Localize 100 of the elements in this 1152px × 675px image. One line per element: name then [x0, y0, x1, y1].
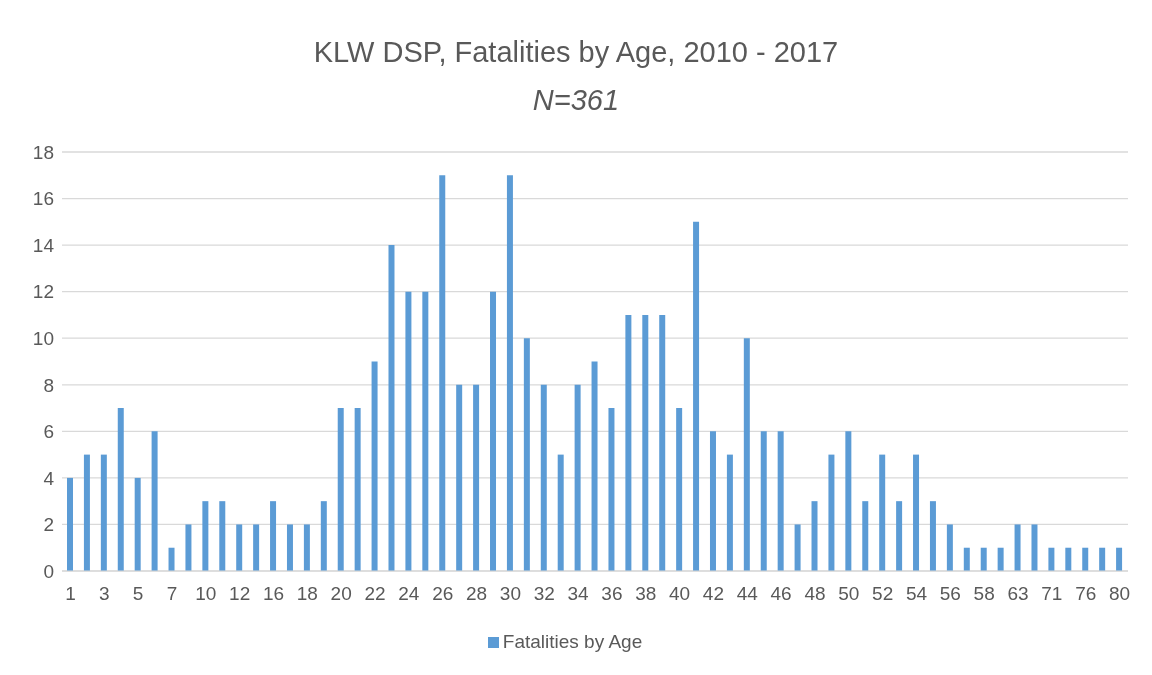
x-tick-label: 24: [398, 583, 420, 605]
bar: [100, 454, 107, 571]
bar: [270, 501, 277, 571]
bar: [1065, 547, 1072, 571]
bar: [574, 384, 581, 571]
x-tick-label: 42: [702, 583, 725, 605]
legend-label: Fatalities by Age: [502, 631, 643, 652]
y-tick-label: 10: [32, 327, 54, 349]
bar: [1082, 547, 1089, 571]
bar: [117, 408, 124, 571]
x-tick-label: 30: [499, 583, 521, 605]
bar: [354, 408, 361, 571]
bar: [405, 291, 412, 571]
bar: [337, 408, 344, 571]
bar: [473, 384, 480, 571]
bar: [777, 431, 784, 571]
bar: [202, 501, 209, 571]
x-tick-label: 46: [770, 583, 792, 605]
bar: [591, 361, 598, 571]
y-tick-label: 8: [43, 374, 54, 396]
x-tick-label: 63: [1007, 583, 1029, 605]
bar: [929, 501, 936, 571]
bar: [709, 431, 716, 571]
x-tick-label: 34: [567, 583, 590, 605]
bar: [168, 547, 175, 571]
x-tick-label: 54: [905, 583, 928, 605]
bar: [557, 454, 564, 571]
x-tick-label: 16: [262, 583, 285, 605]
x-tick-label: 36: [601, 583, 623, 605]
bar: [151, 431, 158, 571]
bar: [456, 384, 463, 571]
x-tick-label: 48: [804, 583, 826, 605]
y-tick-label: 16: [32, 188, 54, 210]
y-tick-label: 0: [43, 560, 54, 582]
bar: [946, 524, 953, 571]
bar: [828, 454, 835, 571]
y-tick-label: 4: [43, 467, 55, 489]
bar: [1099, 547, 1106, 571]
x-tick-label: 44: [736, 583, 759, 605]
chart-subtitle: N=361: [531, 84, 621, 117]
bar: [388, 245, 395, 571]
x-tick-label: 22: [364, 583, 386, 605]
x-tick-label: 80: [1108, 583, 1131, 605]
x-tick-label: 20: [330, 583, 352, 605]
bar: [506, 175, 513, 571]
bar: [997, 547, 1004, 571]
bar: [845, 431, 852, 571]
bar: [236, 524, 243, 571]
bar: [608, 408, 615, 571]
y-tick-label: 2: [43, 514, 54, 536]
bar: [320, 501, 327, 571]
y-tick-label: 6: [43, 421, 54, 443]
bar: [1116, 547, 1123, 571]
bar: [439, 175, 446, 571]
x-tick-label: 12: [229, 583, 251, 605]
bar: [963, 547, 970, 571]
x-tick-label: 3: [99, 583, 110, 605]
x-tick-label: 18: [296, 583, 318, 605]
bar: [1014, 524, 1021, 571]
bar: [286, 524, 293, 571]
bar: [862, 501, 869, 571]
bar: [1031, 524, 1038, 571]
bar: [371, 361, 378, 571]
bar: [743, 338, 750, 571]
x-tick-label: 10: [195, 583, 217, 605]
bar: [303, 524, 310, 571]
x-tick-label: 76: [1075, 583, 1097, 605]
bar: [625, 314, 632, 571]
bar: [811, 501, 818, 571]
x-tick-label: 71: [1041, 583, 1063, 605]
x-tick-label: 38: [635, 583, 657, 605]
bar: [659, 314, 666, 571]
bar: [185, 524, 192, 571]
bar: [1048, 547, 1055, 571]
bar: [540, 384, 547, 571]
bar: [134, 477, 141, 571]
bar: [676, 408, 683, 571]
x-tick-label: 7: [166, 583, 178, 605]
bar: [490, 291, 497, 571]
x-tick-label: 50: [838, 583, 860, 605]
y-tick-label: 14: [32, 234, 55, 256]
bar: [67, 477, 73, 571]
bar: [83, 454, 90, 571]
bar: [726, 454, 733, 571]
chart-title: KLW DSP, Fatalities by Age, 2010 - 2017: [312, 36, 840, 69]
y-tick-label: 12: [32, 281, 54, 303]
bar: [693, 221, 700, 571]
bar: [794, 524, 801, 571]
bar: [896, 501, 903, 571]
y-tick-label: 18: [32, 141, 54, 163]
bar: [219, 501, 226, 571]
x-tick-label: 52: [872, 583, 894, 605]
bar: [760, 431, 767, 571]
x-tick-label: 32: [533, 583, 555, 605]
bar: [253, 524, 260, 571]
bar: [523, 338, 530, 571]
x-tick-label: 26: [432, 583, 454, 605]
x-tick-label: 5: [132, 583, 144, 605]
bar: [422, 291, 429, 571]
bar: [980, 547, 987, 571]
